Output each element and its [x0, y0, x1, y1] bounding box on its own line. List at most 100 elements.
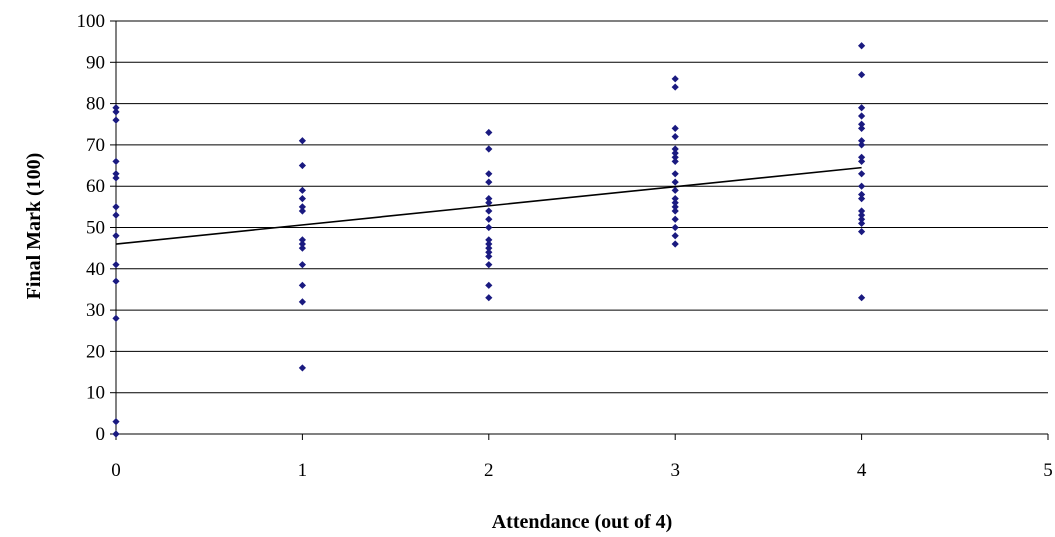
data-point [858, 112, 866, 120]
y-tick-label: 70 [86, 135, 105, 156]
data-point [298, 137, 306, 145]
data-point [298, 207, 306, 215]
data-point [671, 75, 679, 83]
y-axis-title: Final Mark (100) [23, 153, 45, 300]
data-point [858, 207, 866, 215]
data-point [858, 294, 866, 302]
axes [110, 20, 1049, 440]
x-tick-label: 3 [670, 460, 680, 481]
data-point [858, 219, 866, 227]
data-point [671, 194, 679, 203]
data-point [858, 124, 866, 132]
data-point [112, 174, 120, 182]
x-tick-label: 1 [298, 460, 308, 481]
data-point [485, 281, 493, 289]
data-point [112, 116, 120, 124]
y-tick-label: 100 [77, 11, 106, 32]
data-point [298, 298, 306, 306]
data-point [485, 223, 493, 232]
data-point [858, 120, 866, 128]
data-point [671, 83, 679, 91]
y-tick-label: 0 [96, 424, 106, 445]
data-point [112, 157, 120, 166]
data-point [858, 215, 866, 223]
y-tick-label: 80 [86, 94, 105, 115]
data-point [671, 223, 679, 232]
data-point [858, 228, 866, 236]
data-point [671, 240, 679, 248]
data-point [858, 141, 866, 149]
data-point [298, 240, 306, 248]
y-tick-label: 10 [86, 383, 105, 404]
data-point [671, 215, 679, 223]
data-point [671, 149, 679, 157]
data-point [485, 145, 493, 153]
y-tick-label: 40 [86, 259, 105, 280]
data-point [858, 71, 866, 79]
data-point [298, 364, 306, 372]
y-tick-label: 90 [86, 52, 105, 73]
data-point [112, 232, 120, 240]
data-point [671, 133, 679, 141]
x-tick-label: 0 [111, 460, 121, 481]
data-point [485, 248, 493, 256]
data-point [112, 418, 120, 426]
data-point [671, 207, 679, 215]
data-point [858, 170, 866, 178]
data-point [671, 157, 679, 166]
data-point [671, 232, 679, 240]
data-point [298, 161, 306, 170]
data-point [112, 314, 120, 322]
x-tick-label: 2 [484, 460, 494, 481]
data-point [485, 170, 493, 178]
data-point [858, 157, 866, 166]
data-point [298, 261, 306, 269]
data-point [112, 203, 120, 211]
data-point [671, 203, 679, 211]
data-point [858, 182, 866, 190]
y-tick-label: 60 [86, 176, 105, 197]
x-tick-labels: 0 1 2 3 4 5 [111, 460, 1053, 481]
data-point [671, 124, 679, 132]
data-point [298, 281, 306, 289]
data-point [485, 128, 493, 137]
data-point [671, 199, 679, 207]
data-point [485, 252, 493, 261]
data-point [485, 244, 493, 252]
data-point [858, 153, 866, 161]
data-point [858, 104, 866, 112]
data-point [298, 244, 306, 252]
data-point [112, 277, 120, 285]
data-point [112, 430, 120, 438]
data-point [112, 170, 120, 178]
data-point [298, 186, 306, 194]
y-tick-label: 30 [86, 300, 105, 321]
data-point [112, 261, 120, 269]
y-tick-label: 20 [86, 341, 105, 362]
x-tick-label: 5 [1043, 460, 1053, 481]
data-point [298, 194, 306, 203]
data-point [485, 236, 493, 244]
data-point [858, 194, 866, 203]
data-point [858, 137, 866, 145]
data-point [485, 215, 493, 223]
data-point [858, 190, 866, 199]
data-points [112, 42, 866, 438]
data-point [485, 178, 493, 186]
data-point [858, 42, 866, 50]
x-tick-label: 4 [857, 460, 867, 481]
data-point [298, 236, 306, 244]
data-point [485, 294, 493, 302]
data-point [671, 186, 679, 194]
data-point [485, 194, 493, 203]
data-point [485, 240, 493, 248]
data-point [112, 104, 120, 112]
data-point [858, 211, 866, 219]
gridlines [116, 20, 1048, 394]
data-point [485, 207, 493, 215]
x-axis-title: Attendance (out of 4) [492, 511, 673, 533]
data-point [112, 211, 120, 219]
data-point [671, 145, 679, 153]
data-point [671, 153, 679, 161]
